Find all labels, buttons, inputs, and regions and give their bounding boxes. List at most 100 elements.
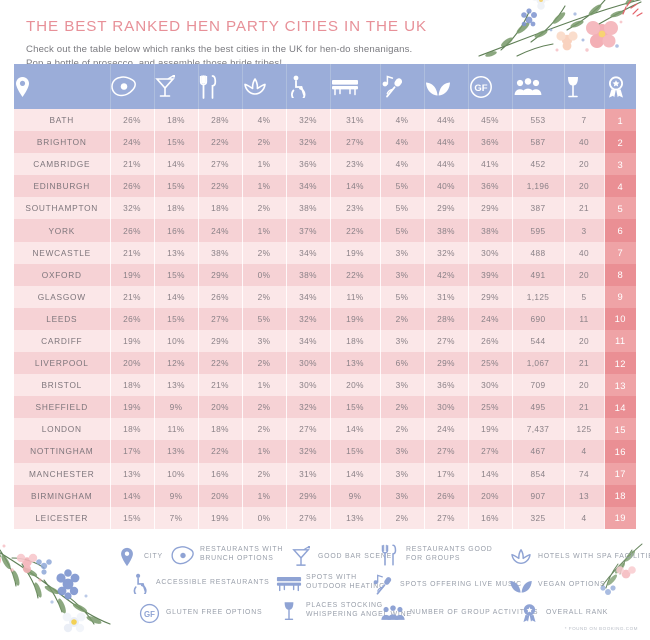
cell-accessible: 38% — [286, 197, 331, 220]
cell-city: CARDIFF — [14, 329, 111, 353]
cell-spa: 4% — [242, 109, 287, 132]
cell-outdoor: 15% — [330, 440, 381, 463]
cell-glutenfree: 39% — [468, 263, 513, 286]
location-pin-icon — [14, 76, 110, 98]
cell-music: 3% — [380, 241, 425, 264]
cell-city: LIVERPOOL — [14, 352, 111, 375]
cell-bar: 18% — [154, 109, 199, 132]
cell-accessible: 32% — [286, 396, 331, 419]
cell-vegan: 31% — [424, 285, 469, 308]
cell-activities: 467 — [512, 440, 565, 463]
svg-text:GF: GF — [144, 609, 155, 618]
wheelchair-icon — [287, 75, 330, 98]
cell-glutenfree: 25% — [468, 352, 513, 375]
cell-bar: 18% — [154, 197, 199, 220]
table-row: BRISTOL 18% 13% 21% 1% 30% 20% 3% 36% 30% 709 20 13 — [14, 374, 636, 397]
legend-item-brunch-egg: RESTAURANTS WITH BRUNCH OPTIONS — [170, 542, 283, 568]
col-header-groups — [198, 64, 243, 109]
cocktail-glass-icon — [288, 544, 314, 570]
gluten-free-icon: GF — [136, 600, 162, 626]
cell-wine: 13 — [564, 484, 605, 507]
cell-glutenfree: 29% — [468, 285, 513, 308]
cell-groups: 28% — [198, 109, 243, 132]
rankings-table: GF — [14, 64, 636, 529]
cocktail-glass-icon — [154, 74, 198, 99]
cell-bar: 15% — [154, 175, 199, 198]
cell-accessible: 31% — [286, 462, 331, 485]
cell-accessible: 30% — [286, 374, 331, 397]
legend-item-fork-knife: RESTAURANTS GOOD FOR GROUPS — [376, 542, 493, 568]
cell-groups: 38% — [198, 241, 243, 264]
cell-spa: 2% — [242, 197, 287, 220]
legend-item-label: PLACES STOCKING WHISPERING ANGEL WINE — [306, 602, 412, 619]
cell-accessible: 34% — [286, 329, 331, 353]
cell-groups: 29% — [198, 263, 243, 286]
cell-brunch: 21% — [110, 153, 155, 176]
cell-accessible: 32% — [286, 440, 331, 463]
cell-city: SHEFFIELD — [14, 396, 111, 419]
table-row: CARDIFF 19% 10% 29% 3% 34% 18% 3% 27% 26% 544 20 11 — [14, 329, 636, 353]
microphone-note-icon — [370, 572, 396, 598]
cell-activities: 387 — [512, 197, 565, 220]
cell-wine: 3 — [564, 219, 605, 242]
col-header-outdoor — [330, 64, 381, 109]
cell-glutenfree: 19% — [468, 418, 513, 441]
cell-activities: 595 — [512, 219, 565, 242]
table-row: BATH 26% 18% 28% 4% 32% 31% 4% 44% 45% 553 7 1 — [14, 109, 636, 132]
legend-label-line-1: CITY — [144, 552, 163, 560]
cell-music: 3% — [380, 462, 425, 485]
cell-rank: 19 — [604, 506, 636, 529]
legend-item-wheelchair: ACCESSIBLE RESTAURANTS — [126, 570, 270, 596]
cell-wine: 4 — [564, 440, 605, 463]
rankings-table-wrapper: GF — [14, 64, 636, 529]
cell-wine: 74 — [564, 462, 605, 485]
cell-accessible: 38% — [286, 263, 331, 286]
cell-glutenfree: 36% — [468, 131, 513, 154]
cell-activities: 1,125 — [512, 285, 565, 308]
cell-vegan: 44% — [424, 153, 469, 176]
lotus-flower-icon — [508, 544, 534, 570]
col-header-bar — [154, 64, 199, 109]
cell-bar: 9% — [154, 484, 199, 507]
cell-groups: 20% — [198, 396, 243, 419]
wheelchair-icon — [126, 570, 152, 596]
cell-wine: 40 — [564, 241, 605, 264]
cell-groups: 27% — [198, 153, 243, 176]
legend-item-group-people: NUMBER OF GROUP ACTIVITIES — [380, 600, 538, 626]
header-block: THE BEST RANKED HEN PARTY CITIES IN THE … — [26, 18, 496, 70]
cell-glutenfree: 20% — [468, 484, 513, 507]
cell-spa: 2% — [242, 418, 287, 441]
cell-brunch: 19% — [110, 396, 155, 419]
cell-glutenfree: 14% — [468, 462, 513, 485]
cell-brunch: 21% — [110, 241, 155, 264]
legend-label-line-1: PLACES STOCKING — [306, 602, 383, 610]
col-header-accessible — [286, 64, 331, 109]
cell-music: 2% — [380, 418, 425, 441]
cell-bar: 10% — [154, 329, 199, 353]
cell-vegan: 30% — [424, 396, 469, 419]
cell-groups: 19% — [198, 506, 243, 529]
cell-outdoor: 20% — [330, 374, 381, 397]
table-header-row: GF — [14, 64, 636, 109]
cell-activities: 709 — [512, 374, 565, 397]
wine-glass-icon — [276, 598, 302, 624]
cell-spa: 2% — [242, 462, 287, 485]
legend-item-label: VEGAN OPTIONS — [538, 581, 605, 590]
cell-accessible: 36% — [286, 153, 331, 176]
cell-rank: 5 — [604, 197, 636, 220]
cell-vegan: 28% — [424, 307, 469, 330]
cell-accessible: 32% — [286, 109, 331, 132]
cell-music: 2% — [380, 307, 425, 330]
cell-brunch: 17% — [110, 440, 155, 463]
cell-brunch: 19% — [110, 329, 155, 353]
cell-groups: 20% — [198, 484, 243, 507]
cell-brunch: 26% — [110, 109, 155, 132]
cell-vegan: 38% — [424, 219, 469, 242]
legend-label-line-1: GOOD BAR SCENE — [318, 552, 392, 560]
cell-accessible: 32% — [286, 131, 331, 154]
cell-city: SOUTHAMPTON — [14, 197, 111, 220]
page-subtitle: Check out the table below which ranks th… — [26, 43, 496, 70]
brunch-egg-icon — [110, 76, 154, 97]
cell-vegan: 17% — [424, 462, 469, 485]
cell-outdoor: 14% — [330, 462, 381, 485]
